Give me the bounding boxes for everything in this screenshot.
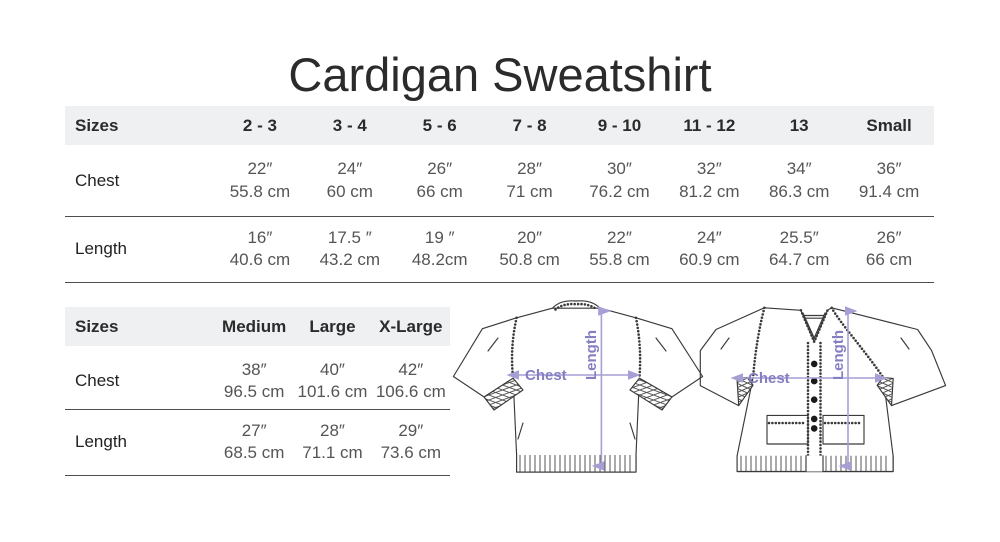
svg-text:Chest: Chest [748, 370, 790, 387]
svg-text:Length: Length [583, 330, 600, 380]
svg-text:Chest: Chest [525, 367, 567, 384]
svg-text:Length: Length [830, 330, 847, 380]
